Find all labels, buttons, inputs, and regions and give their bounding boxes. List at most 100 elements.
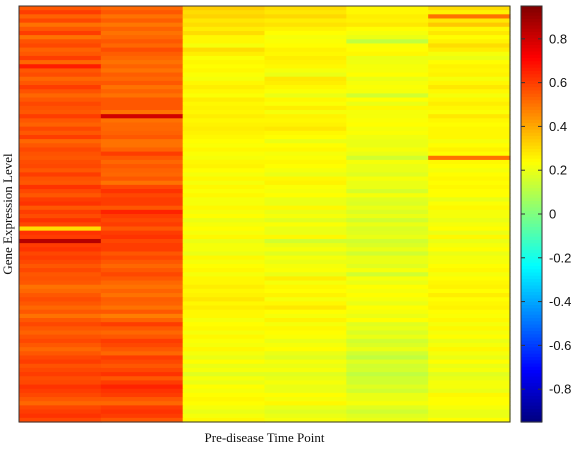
heatmap-cell: [346, 280, 429, 286]
heatmap-cell: [19, 330, 102, 336]
heatmap-cell: [19, 263, 102, 269]
heatmap-cell: [428, 355, 511, 361]
colorbar-segment: [521, 41, 542, 46]
heatmap-cell: [346, 47, 429, 53]
heatmap-cell: [428, 118, 511, 124]
heatmap-cell: [428, 164, 511, 169]
heatmap-cell: [346, 189, 429, 194]
heatmap-cell: [100, 30, 184, 36]
colorbar-segment: [521, 165, 542, 170]
heatmap-cell: [19, 351, 102, 357]
heatmap-cell: [182, 417, 266, 423]
heatmap-cell: [100, 126, 184, 132]
heatmap-cell: [182, 243, 266, 248]
heatmap-cell: [19, 39, 102, 45]
heatmap-cell: [264, 76, 347, 82]
colorbar-segment: [521, 405, 542, 410]
heatmap-cell: [428, 347, 511, 352]
colorbar-segment: [521, 194, 542, 199]
heatmap-cell: [182, 218, 266, 223]
heatmap-cell: [264, 338, 347, 344]
heatmap-cell: [264, 80, 347, 86]
heatmap-cell: [19, 401, 102, 406]
colorbar-segment: [521, 227, 542, 231]
heatmap-cell: [182, 105, 266, 111]
heatmap-cell: [346, 118, 429, 124]
heatmap-cell: [182, 251, 266, 257]
heatmap-cell: [100, 172, 184, 178]
heatmap-cell: [182, 334, 266, 340]
heatmap-cell: [100, 72, 184, 78]
heatmap-cell: [100, 110, 184, 115]
heatmap-cell: [100, 60, 184, 65]
heatmap-cell: [264, 376, 347, 381]
heatmap-cell: [100, 359, 184, 365]
colorbar-segment: [521, 269, 542, 274]
heatmap-cell: [100, 118, 184, 124]
colorbar-segment: [521, 110, 542, 114]
heatmap-cell: [100, 234, 184, 240]
heatmap-cell: [19, 251, 102, 257]
heatmap-cell: [19, 80, 102, 86]
heatmap-cell: [182, 230, 266, 236]
heatmap-cell: [264, 55, 347, 61]
heatmap-cell: [182, 10, 266, 15]
colorbar-segment: [521, 262, 542, 267]
heatmap-cell: [346, 114, 429, 119]
heatmap-cell: [182, 197, 266, 203]
plot-frame: [18, 5, 511, 423]
colorbar-segment: [521, 279, 542, 283]
heatmap-cell: [100, 280, 184, 286]
heatmap-cell: [182, 372, 266, 377]
heatmap-cell: [346, 10, 429, 15]
heatmap-cell: [19, 255, 102, 261]
colorbar-segment: [521, 145, 542, 150]
heatmap-cell: [182, 80, 266, 86]
colorbar-segment: [521, 106, 542, 111]
heatmap-cell: [182, 72, 266, 78]
heatmap-cell: [264, 14, 347, 20]
heatmap-cell: [264, 60, 347, 65]
heatmap-cell: [182, 155, 266, 161]
heatmap-cell: [100, 405, 184, 411]
heatmap-cell: [346, 205, 429, 211]
heatmap-cell: [100, 89, 184, 94]
heatmap-cell: [428, 322, 511, 327]
heatmap-cell: [100, 293, 184, 298]
colorbar-tick-label: -0.4: [549, 294, 571, 309]
heatmap-cell: [428, 409, 511, 415]
heatmap-cell: [100, 376, 184, 381]
heatmap-cell: [19, 268, 102, 273]
heatmap-cell: [19, 22, 102, 28]
colorbar-tick-label: 0.6: [549, 75, 567, 90]
heatmap-cell: [428, 309, 511, 315]
heatmap-cell: [346, 72, 429, 78]
colorbar-tick-label: 0.4: [549, 119, 567, 134]
heatmap-cell: [182, 263, 266, 269]
heatmap-cell: [428, 30, 511, 36]
heatmap-cell: [264, 401, 347, 406]
heatmap-cell: [100, 168, 184, 173]
colorbar-segment: [521, 129, 542, 134]
heatmap-cell: [19, 417, 102, 423]
colorbar-segment: [521, 178, 542, 183]
heatmap-cell: [428, 51, 511, 57]
colorbar-segment: [521, 152, 542, 157]
heatmap-cell: [100, 55, 184, 61]
heatmap-cell: [264, 18, 347, 24]
heatmap-cell: [182, 309, 266, 315]
heatmap-cell: [346, 405, 429, 411]
heatmap-cell: [100, 367, 184, 373]
heatmap-cell: [182, 126, 266, 132]
heatmap-cell: [19, 259, 102, 265]
heatmap-cell: [100, 85, 184, 90]
heatmap-cell: [182, 293, 266, 298]
heatmap-cell: [428, 72, 511, 78]
heatmap-cell: [428, 392, 511, 398]
heatmap-cell: [428, 288, 511, 294]
heatmap-cell: [264, 297, 347, 302]
heatmap-cell: [428, 189, 511, 194]
heatmap-cell: [346, 39, 429, 45]
heatmap-cell: [19, 226, 102, 232]
